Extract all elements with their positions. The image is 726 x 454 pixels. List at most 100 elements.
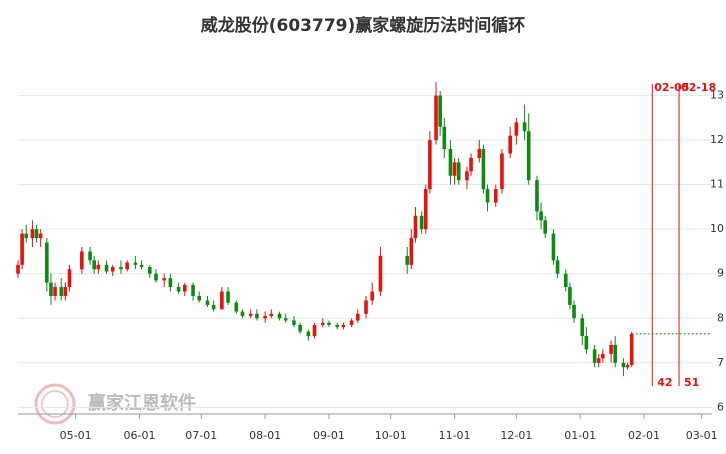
- candle-body: [469, 157, 473, 172]
- candle-body: [456, 162, 461, 181]
- candle-body: [320, 322, 325, 325]
- candle-body: [220, 291, 224, 310]
- y-tick-label: 13: [710, 89, 724, 102]
- candle-body: [500, 153, 504, 190]
- candle-body: [96, 264, 101, 270]
- candle-body: [621, 362, 626, 368]
- candle-body: [92, 260, 96, 270]
- x-tick-label: 08-01: [249, 429, 281, 442]
- candle-body: [312, 324, 317, 337]
- y-tick-label: 11: [710, 178, 724, 191]
- candle-body: [88, 251, 92, 261]
- candle-body: [596, 358, 601, 363]
- candle-body: [514, 122, 519, 136]
- candle-body: [205, 300, 210, 305]
- y-tick-label: 6: [717, 400, 724, 413]
- candle-body: [16, 264, 20, 274]
- candle-body: [438, 95, 442, 127]
- candle-body: [168, 278, 173, 288]
- candle-body: [485, 189, 490, 203]
- candle-body: [49, 282, 53, 296]
- y-tick-label: 10: [710, 222, 724, 235]
- candle-body: [133, 262, 138, 265]
- candle-body: [592, 349, 597, 363]
- candle-body: [452, 162, 457, 176]
- candle-body: [30, 229, 35, 239]
- candle-body: [197, 295, 202, 301]
- candle-body: [211, 304, 216, 310]
- candle-body: [434, 95, 438, 141]
- candle-body: [34, 229, 39, 239]
- candle-body: [24, 233, 29, 239]
- y-tick-label: 7: [717, 356, 724, 369]
- candle-body: [341, 324, 346, 328]
- candle-body: [413, 215, 418, 239]
- candle-body: [370, 291, 375, 301]
- candle-body: [183, 284, 187, 292]
- candle-body: [563, 273, 568, 288]
- candle-body: [423, 189, 428, 230]
- candle-body: [269, 313, 274, 317]
- candle-body: [335, 324, 339, 328]
- y-tick-label: 8: [717, 311, 724, 324]
- candle-body: [298, 324, 302, 332]
- candle-body: [508, 135, 512, 154]
- candle-body: [292, 320, 296, 325]
- candle-body: [20, 233, 24, 265]
- chart-title: 威龙股份(603779)赢家螺旋历法时间循环: [201, 15, 526, 36]
- candle-body: [465, 171, 469, 181]
- y-tick-label: 12: [710, 133, 724, 146]
- candle-body: [409, 238, 414, 265]
- candle-body: [154, 273, 158, 281]
- candle-body: [378, 255, 383, 292]
- x-tick-label: 12-01: [500, 429, 532, 442]
- x-tick-label: 09-01: [313, 429, 345, 442]
- candle-body: [67, 269, 72, 288]
- candle-body: [283, 318, 288, 321]
- candle-body: [419, 215, 424, 230]
- cycle-count: 51: [684, 376, 699, 389]
- candle-body: [543, 220, 547, 234]
- candle-body: [63, 287, 68, 296]
- candle-body: [601, 353, 605, 359]
- candle-body: [226, 291, 230, 303]
- candle-body: [349, 320, 354, 325]
- candle-body: [176, 287, 181, 292]
- candle-body: [481, 149, 486, 190]
- candle-body: [555, 260, 560, 274]
- candle-body: [448, 149, 453, 176]
- candle-body: [38, 233, 43, 239]
- candle-body: [572, 304, 576, 319]
- candle-body: [53, 287, 57, 296]
- candle-body: [625, 365, 630, 368]
- candle-body: [364, 300, 368, 314]
- candle-body: [580, 318, 585, 337]
- candle-body: [568, 287, 572, 305]
- candle-body: [147, 267, 152, 274]
- candle-body: [428, 140, 432, 190]
- watermark: 赢家江恩软件: [88, 392, 196, 414]
- candle-body: [551, 233, 556, 261]
- candle-body: [327, 322, 331, 325]
- candle-body: [104, 264, 109, 272]
- candle-body: [613, 344, 618, 363]
- x-tick-label: 11-01: [439, 429, 471, 442]
- candle-body: [493, 189, 498, 203]
- candle-body: [522, 122, 527, 132]
- y-tick-label: 9: [717, 267, 724, 280]
- candle-body: [234, 302, 239, 312]
- x-tick-label: 01-01: [564, 429, 596, 442]
- x-tick-label: 05-01: [60, 429, 92, 442]
- candle-body: [442, 126, 447, 150]
- cycle-date: 02-05: [654, 81, 689, 94]
- x-tick-label: 07-01: [185, 429, 217, 442]
- candle-body: [59, 287, 64, 296]
- candle-body: [125, 262, 129, 270]
- candle-body: [119, 267, 123, 270]
- candle-body: [535, 180, 539, 212]
- cycle-date: 02-18: [681, 81, 716, 94]
- candle-body: [139, 264, 144, 268]
- candle-body: [277, 313, 282, 319]
- candle-body: [110, 267, 115, 272]
